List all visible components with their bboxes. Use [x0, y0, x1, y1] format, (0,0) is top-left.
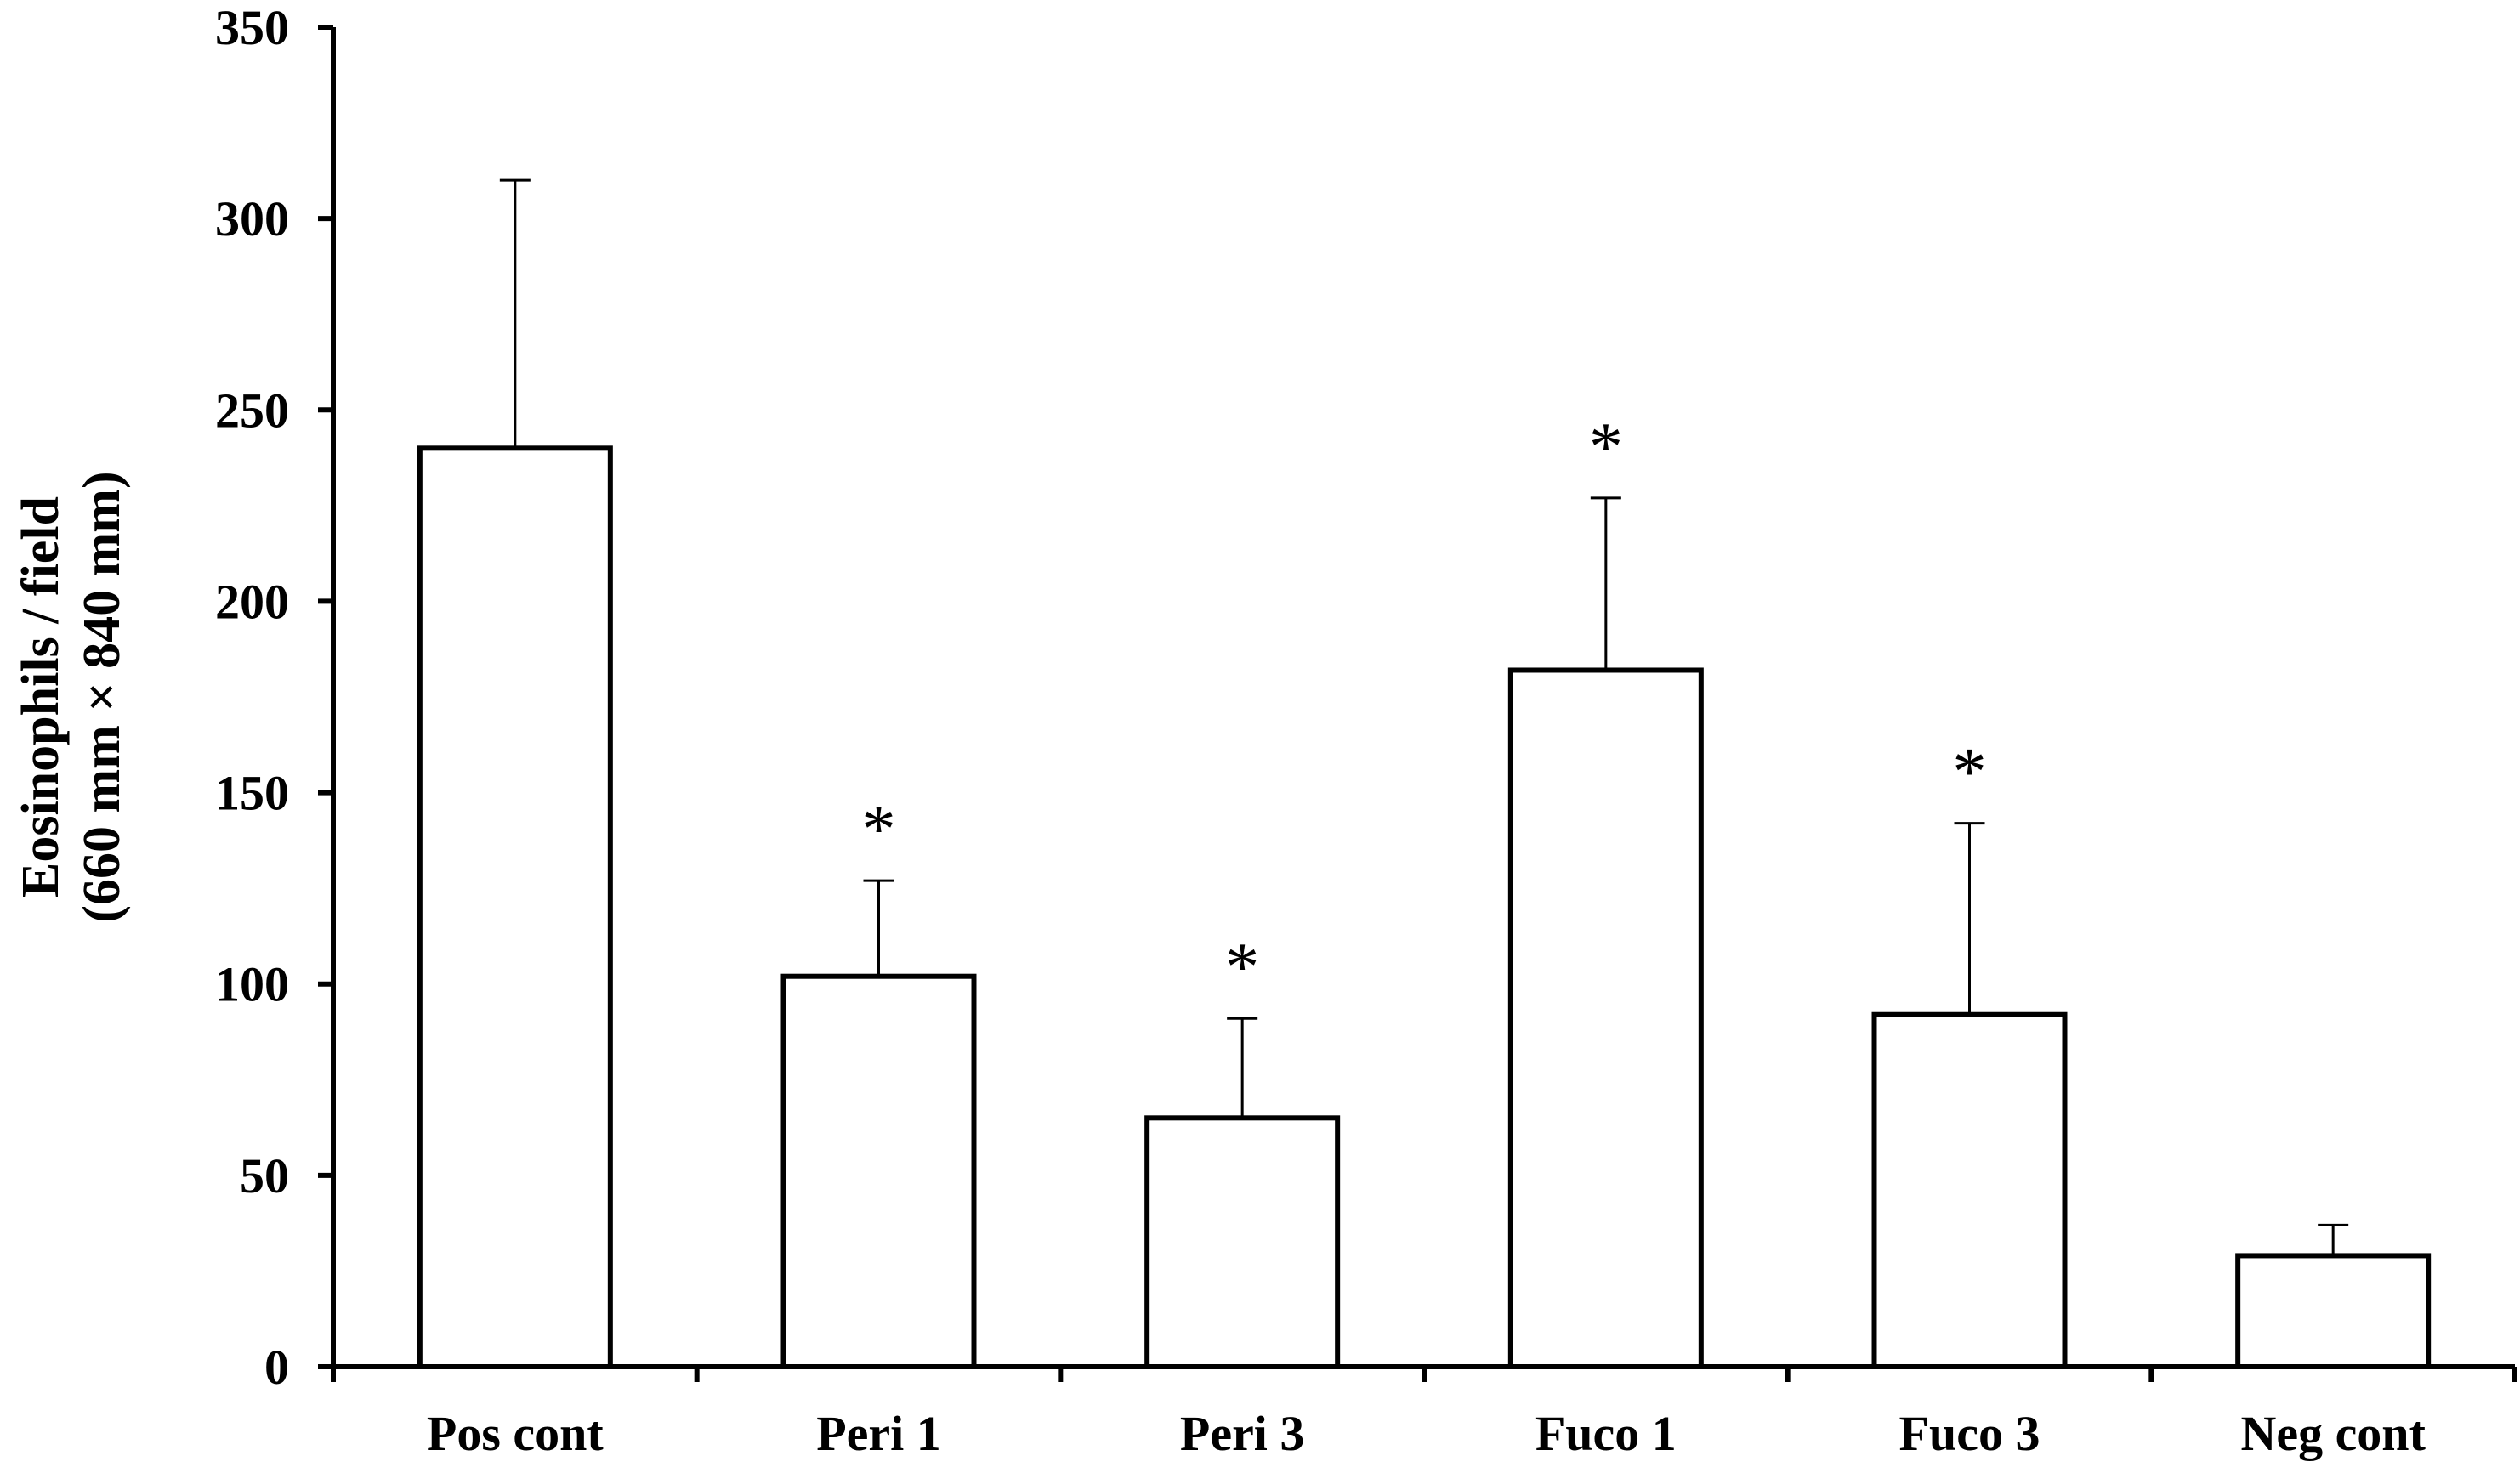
significance-marks-group: * * * *	[862, 410, 1987, 1005]
bar-1	[780, 973, 977, 1370]
bar-0	[417, 445, 613, 1369]
x-tick-label-4: Fuco 3	[1899, 1406, 2040, 1461]
bar-2	[1144, 1115, 1341, 1370]
y-axis-title-line-1: Eosinophils / field	[12, 496, 70, 898]
y-tick-label-5: 250	[215, 382, 289, 438]
error-bars-group	[499, 178, 2349, 1256]
significance-mark-2: *	[1225, 930, 1259, 1005]
x-tick-label-3: Fuco 1	[1535, 1406, 1677, 1461]
x-tick-label-5: Neg cont	[2240, 1406, 2426, 1461]
y-tick-label-1: 50	[240, 1148, 289, 1204]
x-tick-label-1: Peri 1	[816, 1406, 941, 1461]
y-tick-label-7: 350	[215, 0, 289, 55]
x-ticks-group: Pos cont Peri 1 Peri 3 Fuco 1 Fuco 3 Neg cont	[427, 1367, 2517, 1461]
y-tick-label-2: 100	[215, 957, 289, 1012]
bar-5	[2235, 1253, 2432, 1369]
significance-mark-1: *	[862, 792, 896, 867]
y-tick-label-3: 150	[215, 766, 289, 821]
y-tick-label-0: 0	[264, 1340, 289, 1395]
y-ticks-group: 0 50 100 150 200 250 300 350	[215, 0, 333, 1395]
x-tick-label-0: Pos cont	[427, 1406, 604, 1461]
bar-4	[1871, 1011, 2068, 1370]
significance-mark-3: *	[1589, 410, 1623, 484]
bar-3	[1507, 667, 1704, 1369]
y-axis-title-line-2: (660 mm × 840 mm)	[73, 471, 131, 922]
y-tick-label-4: 200	[215, 574, 289, 629]
y-tick-label-6: 300	[215, 191, 289, 246]
significance-mark-4: *	[1953, 735, 1987, 810]
y-axis-title: Eosinophils / field (660 mm × 840 mm)	[12, 471, 131, 922]
bars-group	[417, 445, 2432, 1370]
axes-group	[331, 27, 2515, 1382]
x-tick-label-2: Peri 3	[1180, 1406, 1305, 1461]
